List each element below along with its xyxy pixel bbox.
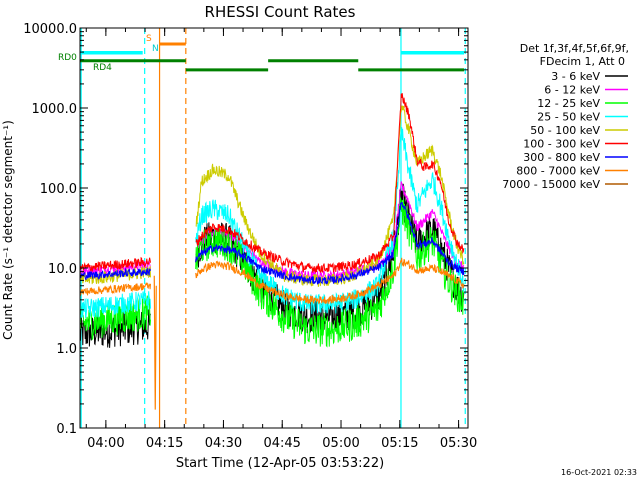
count-rate-line [195,201,465,285]
y-axis: 0.1 1.0 10.0 100.0 1000.0 10000.0 [23,22,468,437]
count-rate-line [80,282,151,296]
count-rate-line [195,93,465,274]
legend-entry-label: 12 - 25 keV [537,97,600,110]
legend-entry-label: 300 - 800 keV [523,151,600,164]
y-tick-label: 10000.0 [23,22,77,37]
legend-entry-label: 800 - 7000 keV [516,165,600,178]
chart-title: RHESSI Count Rates [205,3,356,21]
legend-entry-label: 7000 - 15000 keV [502,178,600,191]
x-tick-label: 04:45 [263,436,300,451]
y-tick-label: 1.0 [56,342,77,357]
footer-date: 16-Oct-2021 02:33 [561,468,637,477]
plot-frame [79,27,469,429]
legend-header-line2: FDecim 1, Att 0 [540,55,625,68]
rd0-annotation: RD0 [58,53,77,63]
y-tick-label: 100.0 [40,182,77,197]
x-tick-label: 04:30 [205,436,242,451]
count-rate-line [80,267,151,281]
count-rate-line [195,105,465,287]
legend-entry-label: 25 - 50 keV [537,111,600,124]
status-bars [80,42,465,72]
x-tick-label: 05:00 [322,436,359,451]
y-tick-label: 1000.0 [32,102,78,117]
count-rate-line [80,295,151,341]
plot-area [80,28,466,428]
vertical-markers [80,28,466,428]
x-tick-label: 05:15 [381,436,418,451]
x-axis-label: Start Time (12-Apr-05 03:53:22) [176,456,384,471]
legend-header-line1: Det 1f,3f,4f,5f,6f,9f, [520,42,629,55]
count-rate-line [195,183,465,334]
legend-entry-label: 100 - 300 keV [523,138,600,151]
count-rate-line [195,127,465,315]
legend-entry-label: 3 - 6 keV [551,70,600,83]
count-rate-line [195,257,465,305]
legend: Det 1f,3f,4f,5f,6f,9f, FDecim 1, Att 0 3… [502,42,629,191]
count-rate-line [80,290,151,318]
y-tick-label: 0.1 [56,422,77,437]
y-axis-label: Count Rate (s⁻¹ detector segment⁻¹) [1,120,15,340]
legend-entry-label: 50 - 100 keV [530,124,600,137]
legend-entry-label: 6 - 12 keV [544,84,600,97]
x-axis: 04:00 04:15 04:30 04:45 05:00 05:15 05:30 [85,28,477,451]
x-tick-label: 05:30 [440,436,477,451]
count-rate-line [80,256,151,272]
count-rate-series [80,93,465,410]
saa-n-annotation: N [152,44,159,54]
y-tick-label: 10.0 [48,262,77,277]
rd4-annotation: RD4 [93,63,112,73]
x-tick-label: 04:15 [146,436,183,451]
saa-s-annotation: S [146,34,152,44]
saa-spike-line [153,275,157,410]
x-tick-label: 04:00 [87,436,124,451]
